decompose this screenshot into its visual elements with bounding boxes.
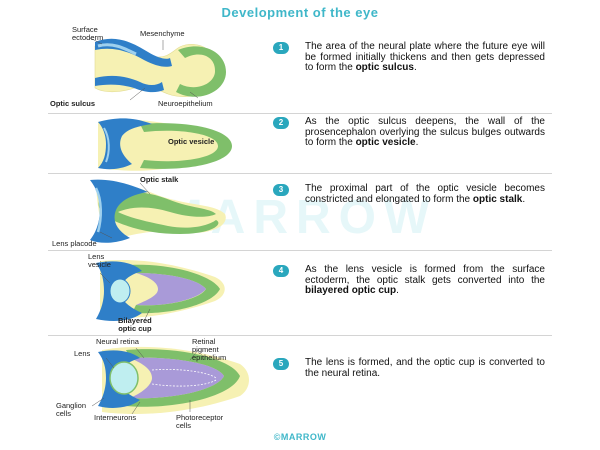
label-optic-stalk: Optic stalk	[140, 175, 179, 184]
step-description: The proximal part of the optic vesicle b…	[305, 183, 545, 205]
step-description: As the lens vesicle is formed from the s…	[305, 264, 545, 296]
step-number-badge: 1	[273, 42, 289, 54]
optic-cup-figure	[96, 259, 225, 321]
label-interneurons: Interneurons	[94, 413, 137, 422]
step-number-badge: 5	[273, 358, 289, 370]
stage-4: Lens vesicle Bilayered optic cup 4 As th…	[0, 251, 600, 335]
label-lens-placode: Lens placode	[52, 239, 97, 248]
divider	[48, 335, 552, 336]
step-description: The lens is formed, and the optic cup is…	[305, 357, 545, 379]
label-mesenchyme: Mesenchyme	[140, 29, 185, 38]
label-photoreceptor-cells: Photoreceptor cells	[176, 413, 224, 430]
footer-brand: ©MARROW	[273, 432, 327, 442]
divider	[48, 113, 552, 114]
label-surface-ectoderm: Surface ectoderm	[72, 25, 104, 42]
divider	[48, 250, 552, 251]
optic-stalk-figure	[90, 179, 226, 243]
optic-sulcus-figure	[89, 37, 226, 101]
page-title: Development of the eye	[221, 5, 379, 20]
step-bold-term: optic stalk	[472, 193, 523, 205]
step-number-badge: 3	[273, 184, 289, 196]
label-bilayered-optic-cup: Bilayered optic cup	[118, 316, 152, 333]
label-optic-sulcus: Optic sulcus	[50, 99, 96, 108]
stage-5: Neural retina Retinal pigment epithelium…	[0, 336, 600, 430]
step-bold-term: optic sulcus	[355, 62, 414, 73]
label-retinal-pigment-epithelium: Retinal pigment epithelium	[192, 337, 227, 362]
step-bold-term: optic vesicle	[355, 137, 416, 148]
label-lens: Lens	[74, 349, 91, 358]
optic-vesicle-figure	[98, 118, 232, 171]
label-neural-retina: Neural retina	[96, 337, 139, 346]
stage-3: Optic stalk Lens placode 3 The proximal …	[0, 174, 600, 250]
step-bold-term: bilayered optic cup	[305, 285, 397, 296]
stage-2: Optic vesicle 2 As the optic sulcus deep…	[0, 114, 600, 174]
divider	[48, 173, 552, 174]
step-description: As the optic sulcus deepens, the wall of…	[305, 116, 545, 148]
label-lens-vesicle: Lens vesicle	[88, 252, 111, 269]
step-number-badge: 2	[273, 117, 289, 129]
neural-retina-figure	[91, 346, 249, 415]
step-description: The area of the neural plate where the f…	[305, 41, 545, 73]
step-number-badge: 4	[273, 265, 289, 277]
label-neuroepithelium: Neuroepithelium	[158, 99, 213, 108]
label-ganglion-cells: Ganglion cells	[56, 401, 87, 418]
label-optic-vesicle: Optic vesicle	[168, 137, 215, 146]
stage-1: Surface ectoderm Mesenchyme Optic sulcus…	[0, 22, 600, 114]
